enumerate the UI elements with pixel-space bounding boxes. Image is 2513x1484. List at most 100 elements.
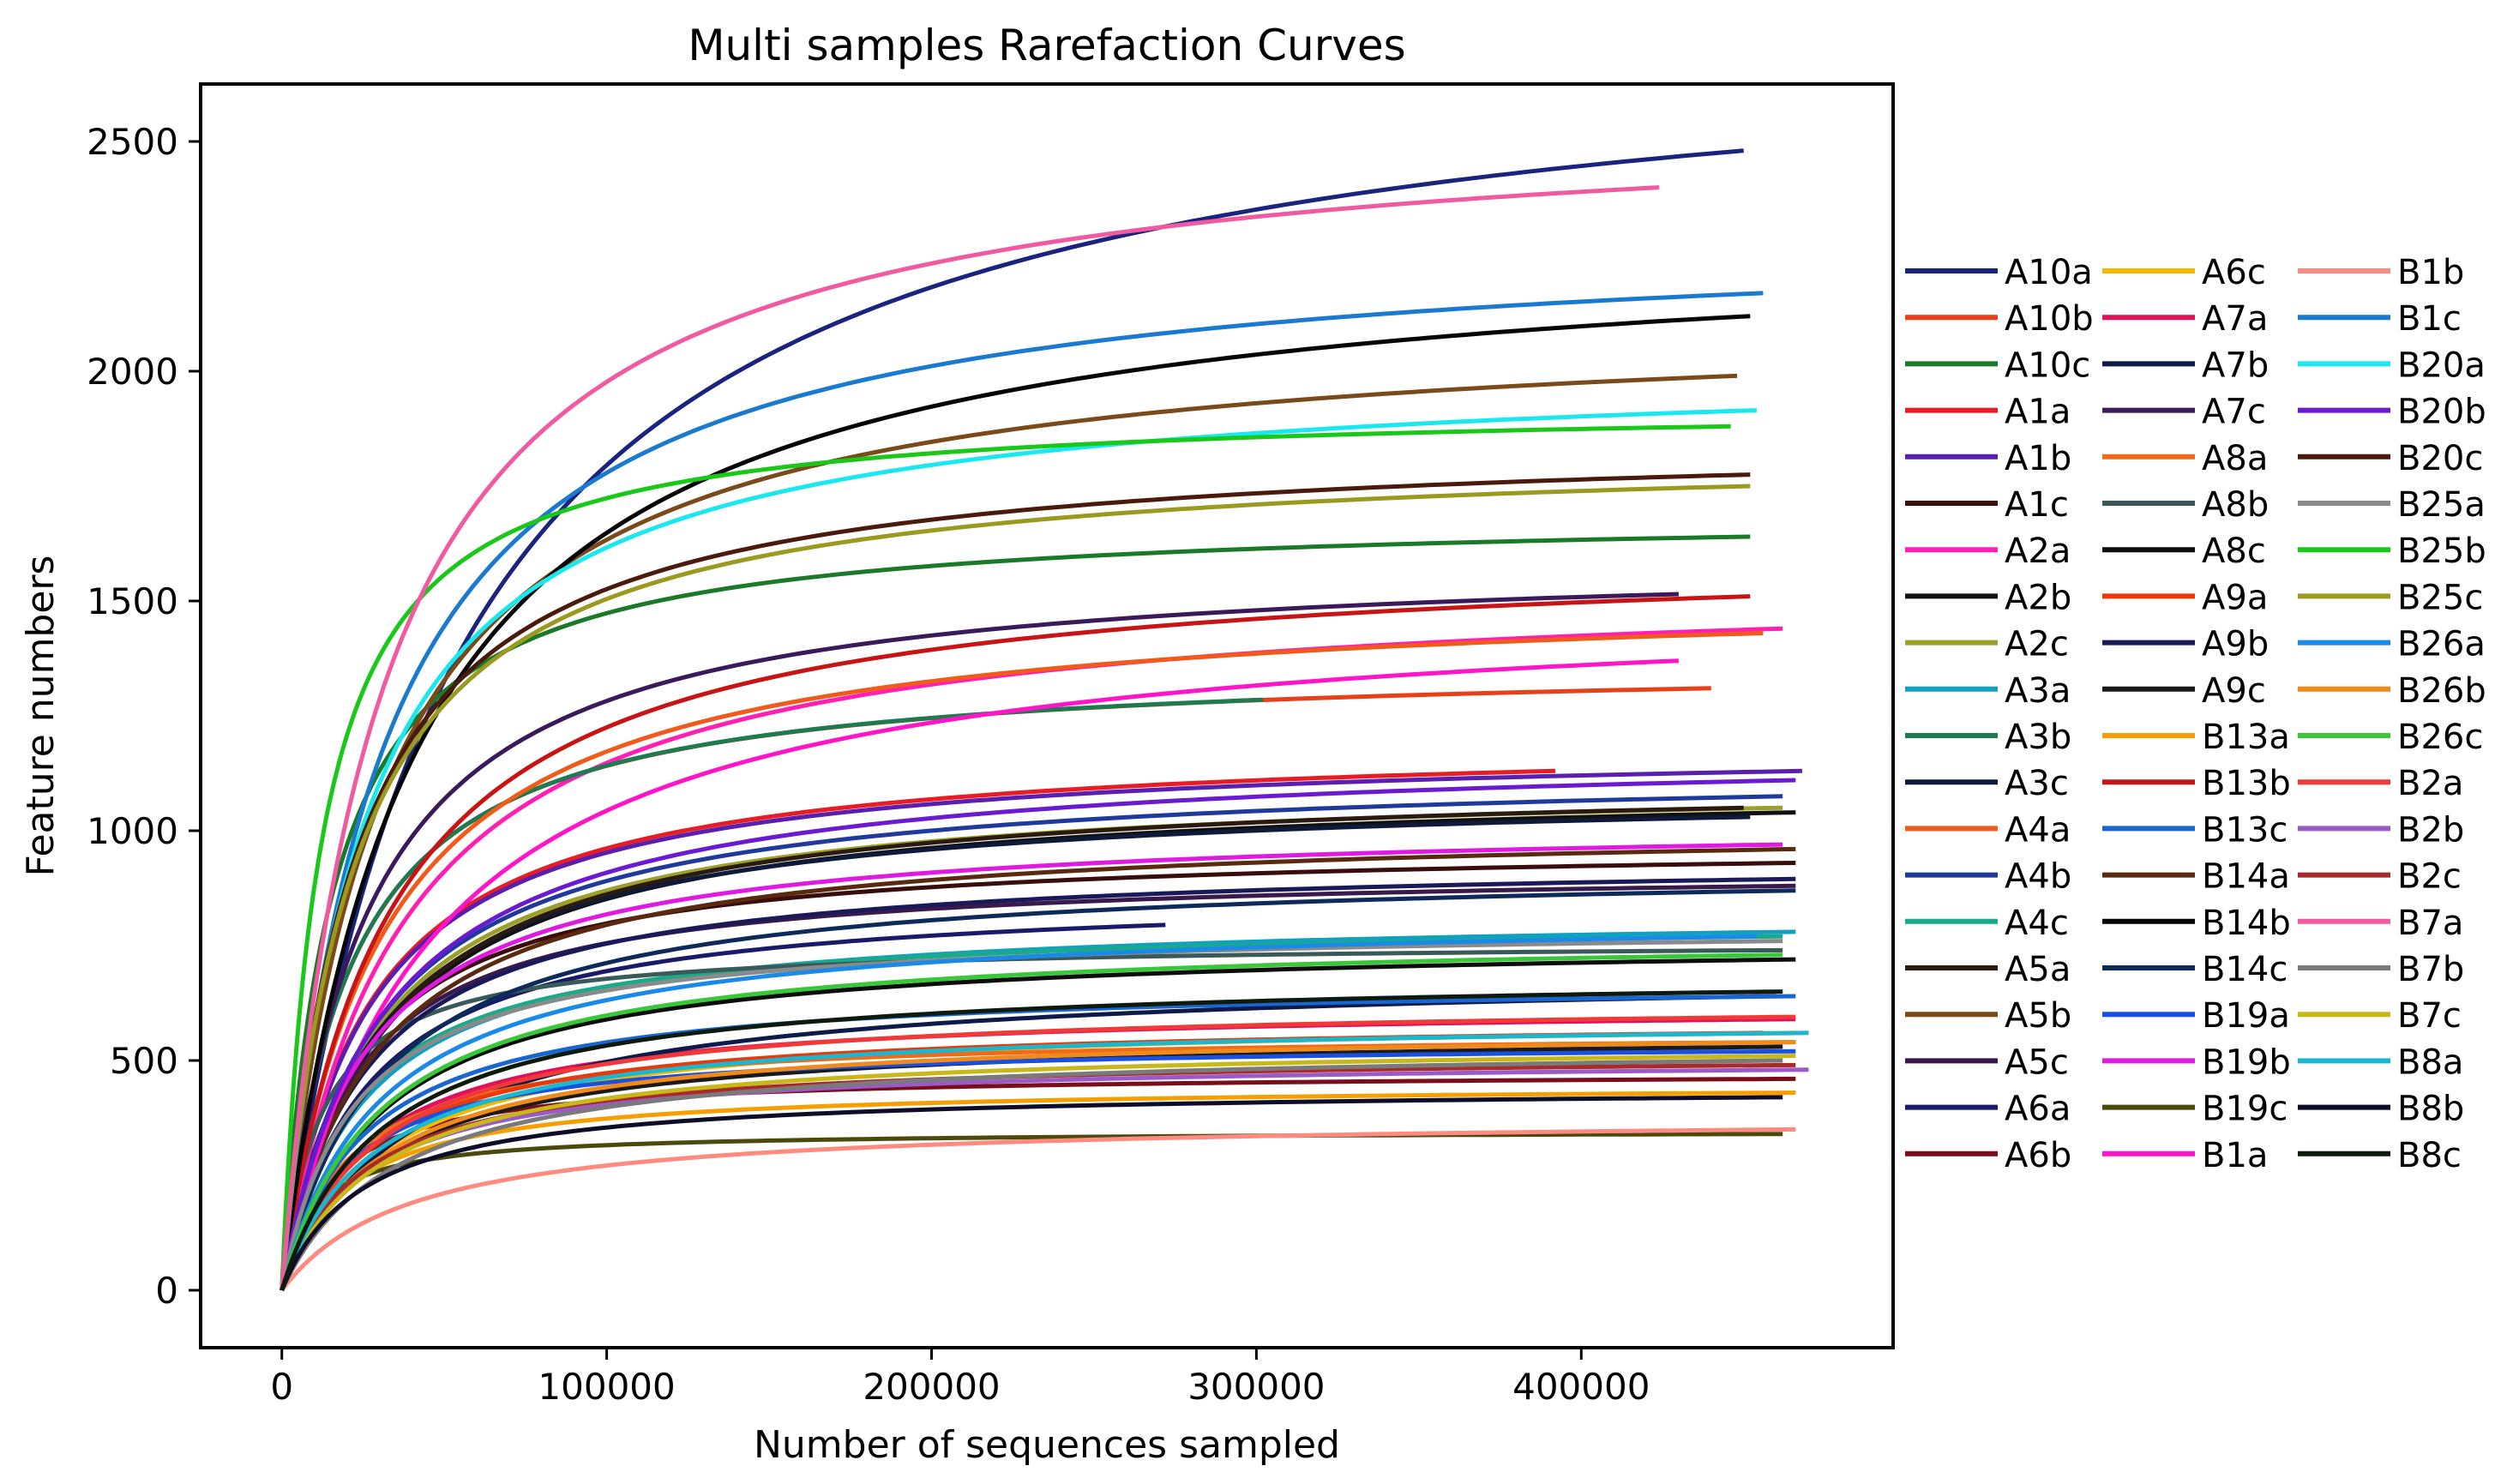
legend-entry-A2c: A2c (1905, 625, 2069, 664)
legend-entry-B2b: B2b (2298, 810, 2464, 850)
legend-label: A9c (2202, 671, 2266, 711)
legend-entry-A8c: A8c (2102, 532, 2266, 571)
legend-label: A4c (2005, 904, 2069, 943)
legend-entry-A6c: A6c (2102, 253, 2266, 292)
legend-entry-B25b: B25b (2298, 532, 2486, 571)
legend-label: B20a (2397, 345, 2486, 385)
legend-entry-B13c: B13c (2102, 810, 2288, 850)
legend-label: B13c (2202, 810, 2288, 850)
legend-label: B19b (2202, 1042, 2291, 1082)
legend-entry-A3c: A3c (1905, 764, 2069, 803)
legend-entry-B26a: B26a (2298, 625, 2486, 664)
plot-area (199, 82, 1895, 1349)
legend-label: A10b (2005, 299, 2094, 339)
legend-label: A8c (2202, 532, 2266, 571)
x-tick-label: 300000 (1187, 1366, 1325, 1408)
legend-label: A1c (2005, 485, 2069, 525)
series-line-B7a (280, 185, 1660, 1293)
legend-entry-B8a: B8a (2298, 1042, 2463, 1082)
legend-label: B26c (2397, 718, 2483, 757)
legend-label: B8a (2397, 1042, 2463, 1082)
y-tick-label: 0 (155, 1270, 178, 1312)
legend-entry-B7b: B7b (2298, 950, 2464, 989)
series-lines (280, 148, 1809, 1293)
legend-entry-A2a: A2a (1905, 532, 2071, 571)
legend-entry-A10b: A10b (1905, 299, 2094, 339)
legend-label: B25c (2397, 578, 2483, 617)
x-tick-label: 0 (270, 1366, 293, 1408)
series-line-B25c (280, 484, 1751, 1293)
legend-label: A5b (2005, 996, 2071, 1036)
legend-label: A9a (2202, 578, 2268, 617)
legend-entry-B8c: B8c (2298, 1136, 2462, 1175)
legend-label: A6a (2005, 1090, 2071, 1129)
legend-label: A4b (2005, 857, 2071, 897)
x-axis: 0 100000 200000 300000 400000 (270, 1348, 1650, 1408)
legend-label: A3c (2005, 764, 2069, 803)
legend-entry-A4b: A4b (1905, 857, 2071, 897)
legend-entry-A4c: A4c (1905, 904, 2069, 943)
y-tick-label: 500 (110, 1040, 178, 1082)
legend-label: B20b (2397, 393, 2486, 432)
x-tick-label: 200000 (863, 1366, 1000, 1408)
legend-label: A2c (2005, 625, 2069, 664)
legend-label: B7c (2397, 996, 2462, 1036)
legend-label: B25b (2397, 532, 2486, 571)
legend-label: B1a (2202, 1136, 2268, 1175)
legend-entry-A9b: A9b (2102, 625, 2269, 664)
legend-label: A4a (2005, 810, 2071, 850)
legend-label: A8b (2202, 485, 2269, 525)
legend-label: A10c (2005, 345, 2090, 385)
legend-entry-A1c: A1c (1905, 485, 2069, 525)
legend-label: B1b (2397, 253, 2464, 292)
legend-entry-A7c: A7c (2102, 393, 2266, 432)
series-line-B26c (280, 952, 1783, 1293)
legend-label: A6b (2005, 1136, 2071, 1175)
legend-entry-B19a: B19a (2102, 996, 2290, 1036)
legend-entry-B20b: B20b (2298, 393, 2486, 432)
legend-label: A7b (2202, 345, 2269, 385)
legend-label: A6c (2202, 253, 2266, 292)
legend-entry-B19b: B19b (2102, 1042, 2291, 1082)
y-tick-label: 1000 (87, 810, 178, 852)
series-line-B25b (280, 424, 1731, 1292)
legend-entry-B13a: B13a (2102, 718, 2290, 757)
series-line-B7c (280, 1054, 1796, 1293)
series-line-B14c (280, 888, 1796, 1293)
legend-entry-A8b: A8b (2102, 485, 2269, 525)
legend-entry-B8b: B8b (2298, 1090, 2464, 1129)
legend-entry-A8a: A8a (2102, 439, 2268, 478)
legend-entry-B7a: B7a (2298, 904, 2463, 943)
legend-entry-B2a: B2a (2298, 764, 2463, 803)
x-tick-label: 400000 (1512, 1366, 1650, 1408)
legend-entry-A6a: A6a (1905, 1090, 2071, 1129)
legend-label: A9b (2202, 625, 2269, 664)
legend-label: A8a (2202, 439, 2268, 478)
series-line-A5b (280, 373, 1738, 1293)
legend-label: B25a (2397, 485, 2486, 525)
series-line-A10a (280, 148, 1744, 1293)
series-line-A8b (280, 947, 1783, 1293)
legend-label: B2b (2397, 810, 2464, 850)
legend-entry-B14c: B14c (2102, 950, 2288, 989)
series-line-B1b (280, 1127, 1796, 1293)
legend-label: B7b (2397, 950, 2464, 989)
legend-label: B8c (2397, 1136, 2462, 1175)
legend-label: B14b (2202, 904, 2291, 943)
legend-entry-A3a: A3a (1905, 671, 2071, 711)
legend-entry-A1b: A1b (1905, 439, 2071, 478)
legend-label: B19c (2202, 1090, 2288, 1129)
legend-entry-B20a: B20a (2298, 345, 2486, 385)
y-tick-label: 1500 (87, 580, 178, 622)
chart-title: Multi samples Rarefaction Curves (688, 21, 1405, 70)
legend-entry-A5b: A5b (1905, 996, 2071, 1036)
legend-label: A7a (2202, 299, 2268, 339)
legend-label: B8b (2397, 1090, 2464, 1129)
legend-entry-A10a: A10a (1905, 253, 2093, 292)
legend-label: B26a (2397, 625, 2486, 664)
x-axis-label: Number of sequences sampled (754, 1423, 1340, 1467)
legend-label: A1a (2005, 393, 2071, 432)
legend-entry-A2b: A2b (1905, 578, 2071, 617)
legend-label: A7c (2202, 393, 2266, 432)
legend-entry-A7a: A7a (2102, 299, 2268, 339)
